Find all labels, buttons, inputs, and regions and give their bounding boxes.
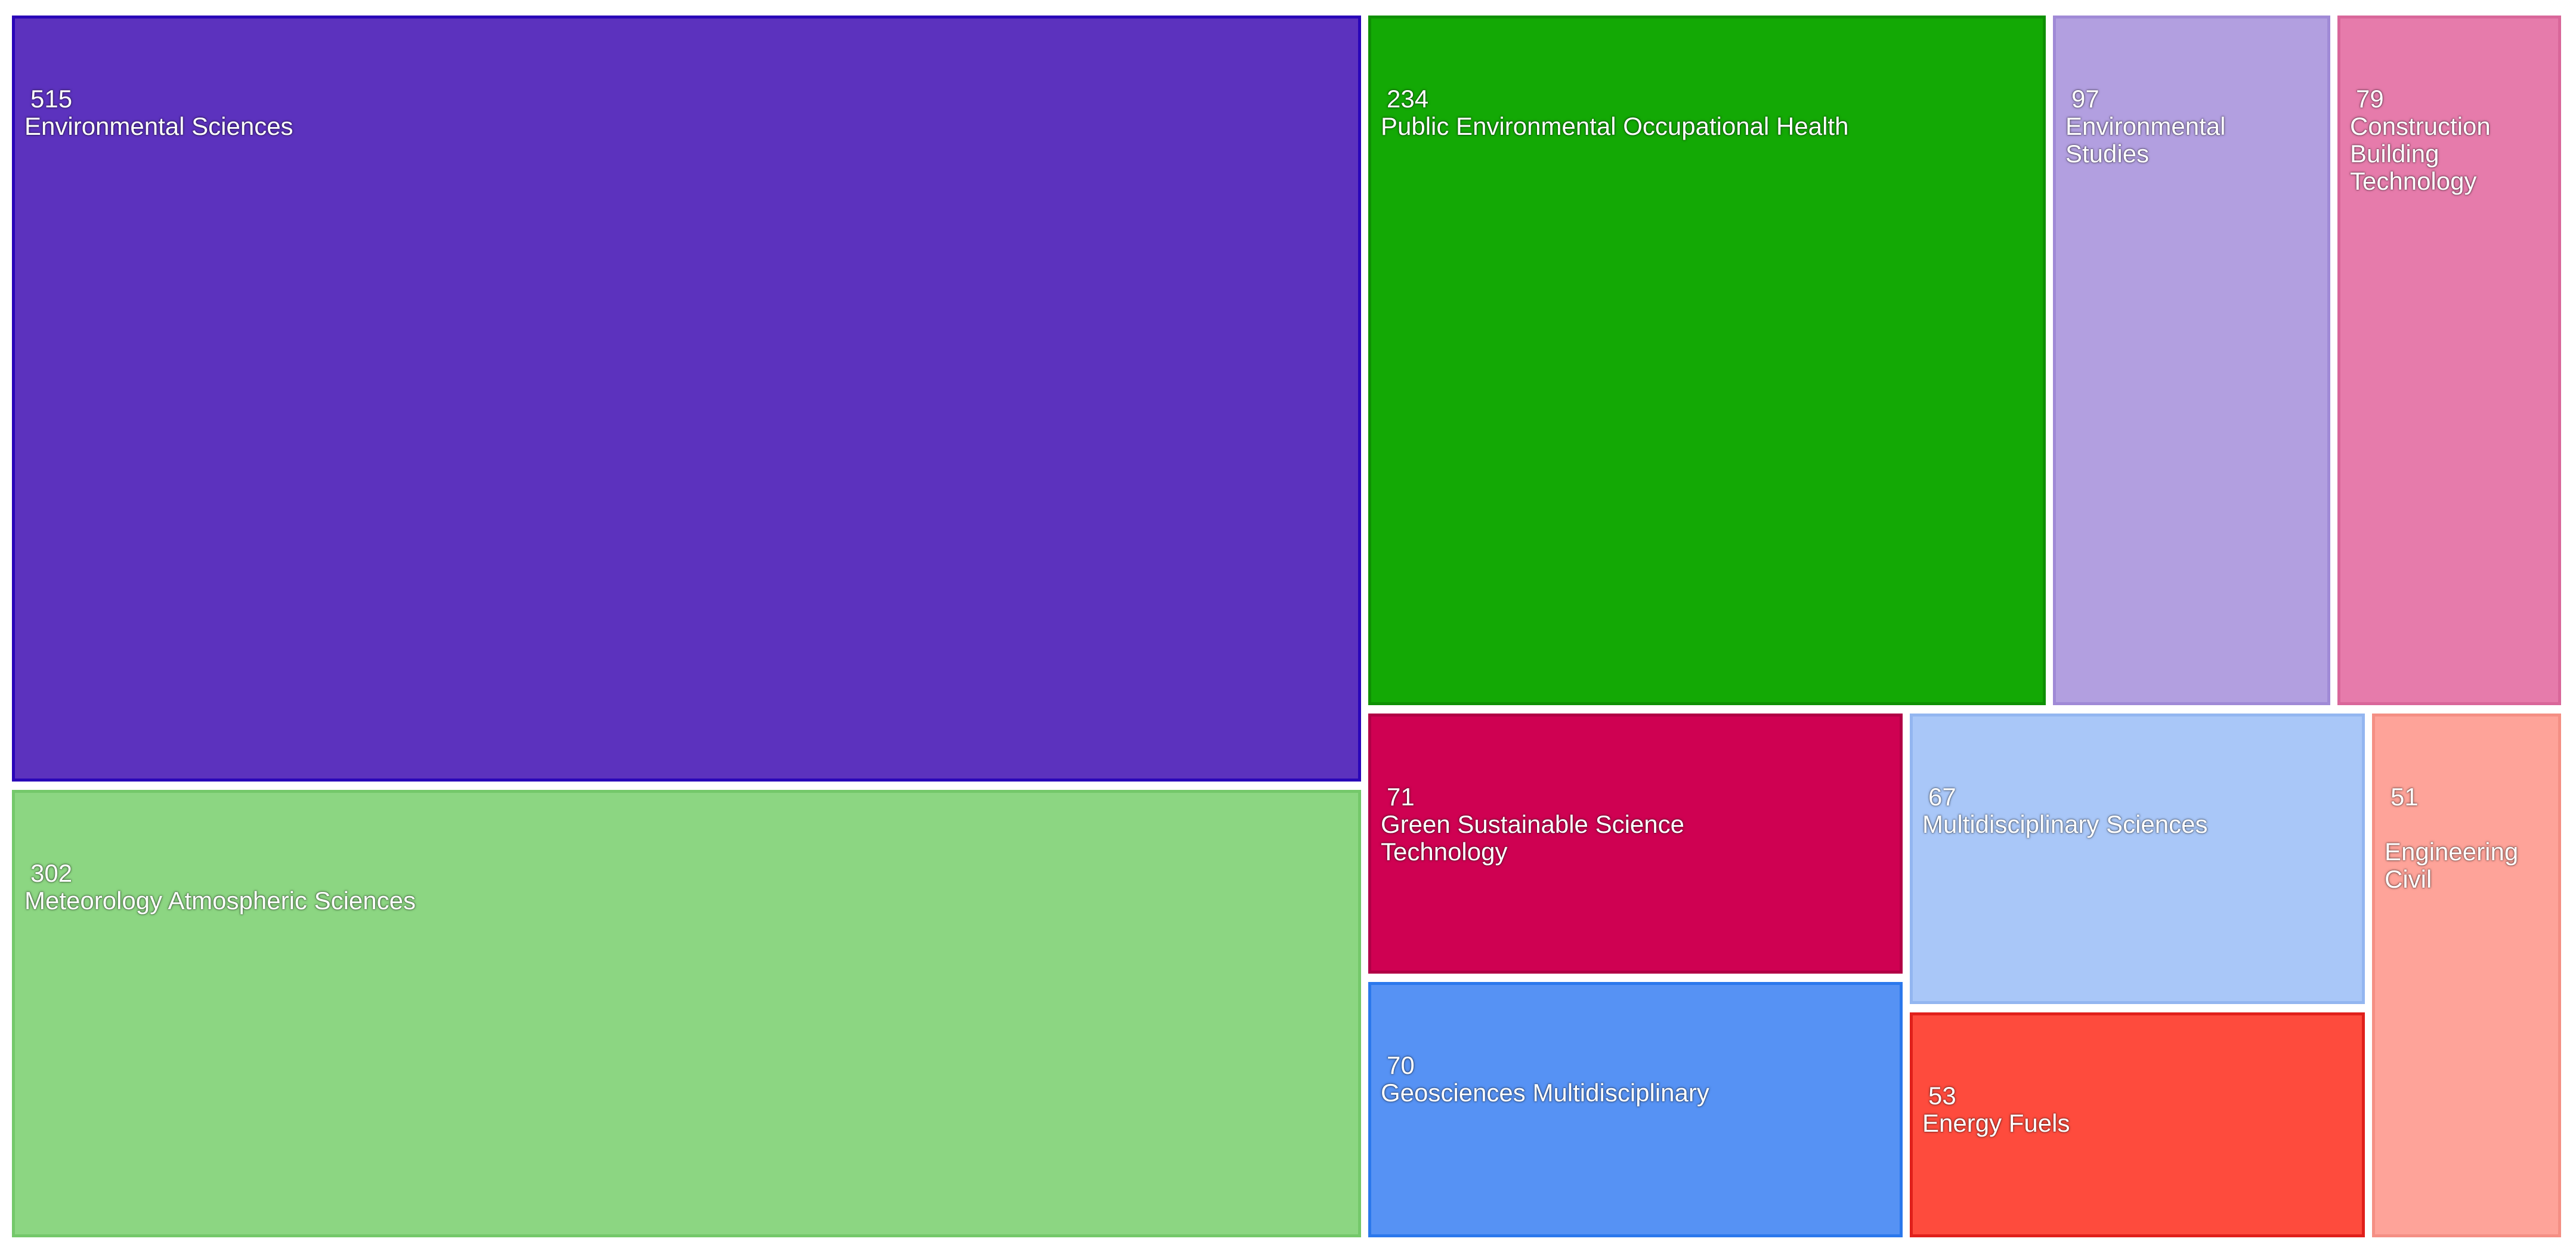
treemap-cell: 70 Geosciences Multidisciplinary	[1368, 982, 1903, 1237]
treemap-cell: 51 Engineering Civil	[2372, 714, 2561, 1237]
treemap-cell: 302 Meteorology Atmospheric Sciences	[12, 790, 1361, 1237]
treemap-cell: 53 Energy Fuels	[1910, 1012, 2365, 1237]
cell-label: Multidisciplinary Sciences	[1922, 810, 2208, 838]
cell-label: Environmental Studies	[2065, 112, 2226, 168]
cell-label: Environmental Sciences	[24, 112, 293, 140]
cell-value: 71	[1387, 783, 1415, 811]
cell-value: 515	[30, 85, 73, 113]
cell-label: Engineering Civil	[2385, 838, 2519, 893]
cell-value: 53	[1928, 1082, 1956, 1110]
cell-label: Public Environmental Occupational Health	[1381, 112, 1849, 140]
treemap-cell: 71 Green Sustainable Science Technology	[1368, 714, 1903, 974]
treemap-cell: 515 Environmental Sciences	[12, 16, 1361, 782]
treemap-cell: 97 Environmental Studies	[2053, 16, 2330, 705]
cell-label: Green Sustainable Science Technology	[1381, 810, 1684, 866]
treemap-cell: 67 Multidisciplinary Sciences	[1910, 714, 2365, 1004]
cell-value: 234	[1387, 85, 1429, 113]
treemap-cell: 234 Public Environmental Occupational Hea…	[1368, 16, 2046, 705]
cell-value: 70	[1387, 1051, 1415, 1079]
cell-value: 67	[1928, 783, 1956, 811]
cell-label: Meteorology Atmospheric Sciences	[24, 887, 416, 915]
treemap-cell: 79 Construction Building Technology	[2337, 16, 2561, 705]
cell-label: Geosciences Multidisciplinary	[1381, 1079, 1709, 1107]
cell-value: 97	[2071, 85, 2099, 113]
cell-label: Construction Building Technology	[2350, 112, 2491, 195]
cell-value: 51	[2391, 783, 2419, 811]
cell-value: 302	[30, 859, 73, 887]
cell-label: Energy Fuels	[1922, 1109, 2070, 1137]
cell-value: 79	[2356, 85, 2384, 113]
